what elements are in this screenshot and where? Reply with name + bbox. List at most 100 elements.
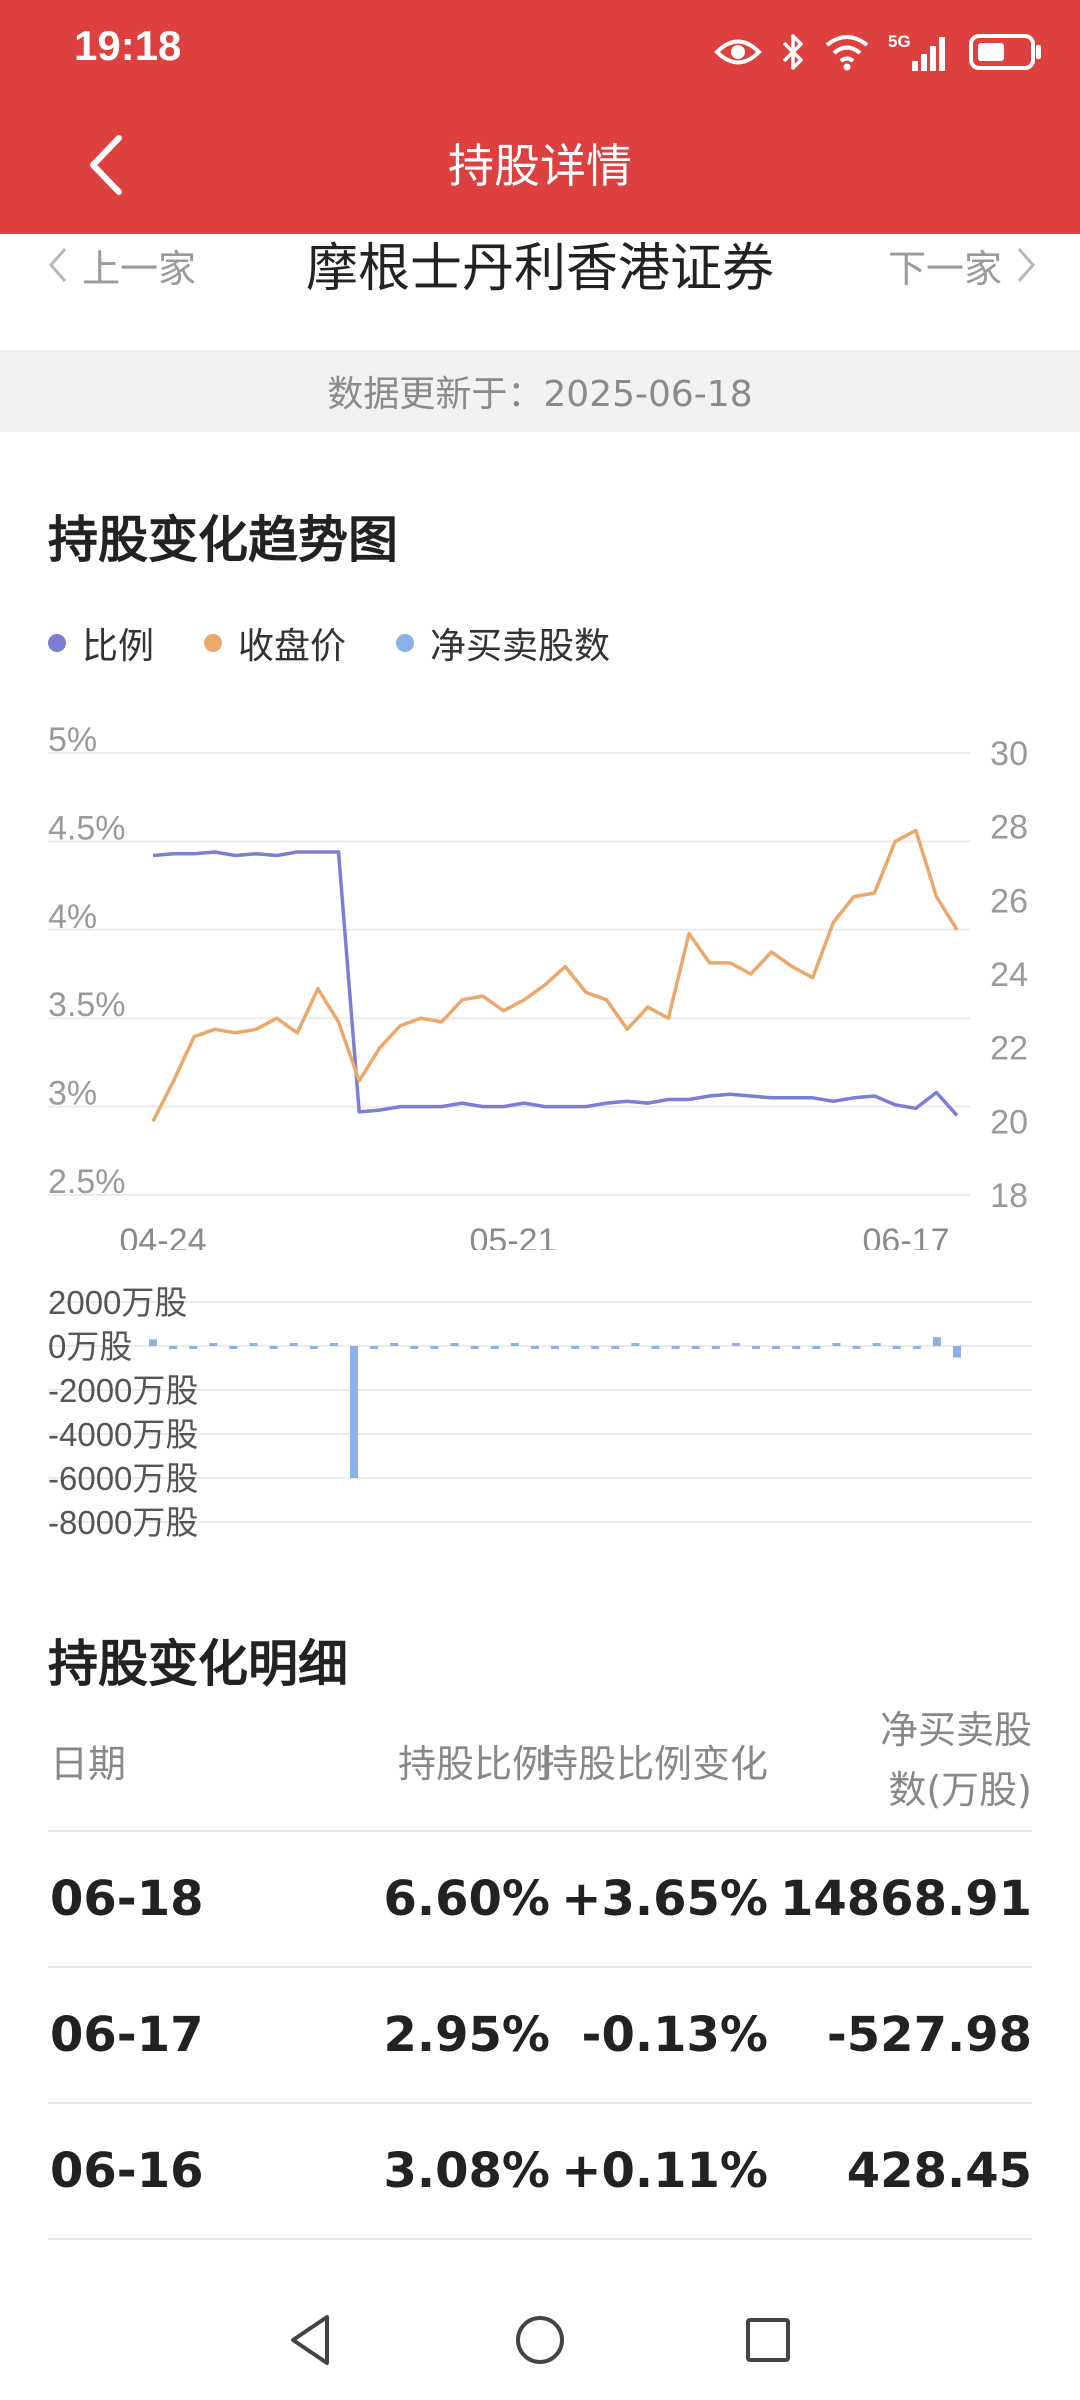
bar (269, 1346, 278, 1349)
col-header-net: 净买卖股 数(万股) (812, 1690, 1032, 1830)
cell-ratio: 3.08% (383, 2143, 550, 2199)
table-row[interactable]: 06-18 6.60% +3.65% 14868.91 (48, 1832, 1032, 1968)
back-button[interactable] (60, 120, 150, 210)
x-tick-label: 04-24 (120, 1222, 207, 1250)
y-right-tick-label: 24 (990, 956, 1028, 994)
col-header-date: 日期 (50, 1741, 127, 1786)
y-left-tick-label: 3.5% (48, 986, 126, 1024)
legend-label-ratio: 比例 (82, 626, 155, 667)
bar (470, 1346, 479, 1349)
series-line-ratio (152, 850, 959, 1117)
bar (912, 1346, 921, 1349)
y-tick-label: -2000万股 (48, 1372, 198, 1409)
legend-item-close-price[interactable]: 收盘价 (204, 617, 346, 669)
y-left-tick-label: 4% (48, 898, 97, 936)
bar (309, 1346, 318, 1349)
cell-change: +3.65% (561, 1871, 768, 1927)
bar (289, 1343, 298, 1346)
bar (430, 1346, 439, 1349)
cell-date: 06-16 (50, 2143, 204, 2199)
cell-net: 14868.91 (779, 1871, 1032, 1927)
status-time: 19:18 (74, 22, 182, 69)
eye-icon (714, 39, 762, 65)
chevron-left-icon (49, 248, 67, 282)
bar (752, 1346, 760, 1349)
legend-item-net-shares[interactable]: 净买卖股数 (396, 617, 610, 669)
bar (792, 1346, 801, 1349)
bar (229, 1346, 238, 1349)
legend-label-close-price: 收盘价 (238, 626, 347, 667)
y-right-tick-label: 18 (990, 1177, 1028, 1215)
system-nav-bar (0, 2280, 1080, 2400)
network-label: 5G (888, 32, 911, 51)
bar (611, 1346, 620, 1349)
bar (370, 1346, 379, 1349)
bar (591, 1346, 600, 1349)
col-header-change: 持股比例变化 (539, 1741, 768, 1786)
bar (551, 1346, 559, 1349)
legend-dot-close-price (204, 634, 223, 652)
cell-change: +0.11% (561, 2143, 768, 2199)
chevron-left-icon (90, 135, 122, 195)
bar (149, 1339, 157, 1346)
col-header-net-line2: 数(万股) (888, 1768, 1032, 1812)
series-line-close-price (151, 828, 959, 1123)
bar (209, 1343, 218, 1346)
bar (953, 1346, 961, 1358)
status-bar: 19:18 5G (0, 0, 1080, 100)
cell-net: 428.45 (846, 2143, 1032, 2199)
trend-line-chart[interactable]: 5% 4.5% 4% 3.5% 3% 2.5% 30 28 26 24 22 20 18 04-24 05-… (0, 690, 1080, 1250)
y-right-tick-label: 28 (990, 809, 1028, 847)
bar (530, 1346, 539, 1349)
next-broker-button[interactable]: 下一家 (888, 234, 1036, 296)
y-right-tick-label: 20 (990, 1103, 1028, 1141)
bar (671, 1346, 680, 1349)
prev-broker-label: 上一家 (82, 246, 197, 291)
bar (892, 1346, 901, 1349)
bar (691, 1346, 700, 1349)
net-shares-bar-chart[interactable]: 2000万股 0万股 -2000万股 -4000万股 -6000万股 -8000万股 (0, 1280, 1080, 1540)
broker-nav: 上一家 摩根士丹利香港证券 下一家 (0, 234, 1080, 350)
bar (832, 1343, 841, 1346)
update-info: 数据更新于：2025-06-18 (0, 350, 1080, 432)
legend-dot-net-shares (396, 634, 415, 652)
cell-ratio: 6.60% (383, 1871, 550, 1927)
bar (932, 1337, 941, 1346)
y-tick-label: -4000万股 (48, 1416, 198, 1453)
nav-recents-button[interactable] (728, 2300, 808, 2380)
legend-item-ratio[interactable]: 比例 (48, 617, 154, 669)
bar (490, 1346, 499, 1349)
bar (812, 1346, 821, 1349)
legend-label-net-shares: 净买卖股数 (430, 626, 611, 667)
table-row[interactable]: 06-17 2.95% -0.13% -527.98 (48, 1968, 1032, 2104)
col-header-net-line1: 净买卖股 (879, 1708, 1032, 1752)
y-left-tick-label: 5% (48, 721, 97, 759)
broker-name: 摩根士丹利香港证券 (305, 239, 774, 299)
page-title: 持股详情 (448, 139, 632, 193)
cell-date: 06-18 (50, 1871, 204, 1927)
bar (249, 1343, 258, 1346)
next-broker-label: 下一家 (887, 246, 1002, 291)
chart-legend: 比例 收盘价 净买卖股数 (48, 618, 660, 668)
5g-signal-icon: 5G (888, 32, 945, 71)
battery-icon (969, 34, 1041, 70)
table-row[interactable]: 06-16 3.08% +0.11% 428.45 (48, 2104, 1032, 2240)
nav-home-button[interactable] (500, 2300, 580, 2380)
legend-dot-ratio (48, 634, 66, 652)
bar (390, 1343, 399, 1346)
y-right-tick-label: 22 (990, 1030, 1028, 1068)
y-tick-label: 0万股 (48, 1328, 132, 1365)
title-bar: 持股详情 (0, 100, 1080, 234)
recents-square-icon (746, 2318, 790, 2362)
y-right-tick-label: 30 (990, 735, 1028, 773)
bar (169, 1346, 178, 1349)
bar (410, 1346, 419, 1349)
nav-back-button[interactable] (270, 2300, 350, 2380)
wifi-icon (825, 35, 869, 71)
home-circle-icon (516, 2316, 564, 2364)
bluetooth-icon (782, 34, 803, 70)
prev-broker-button[interactable]: 上一家 (48, 234, 196, 296)
bar (731, 1343, 740, 1346)
back-triangle-icon (291, 2315, 329, 2365)
bar (651, 1346, 660, 1349)
